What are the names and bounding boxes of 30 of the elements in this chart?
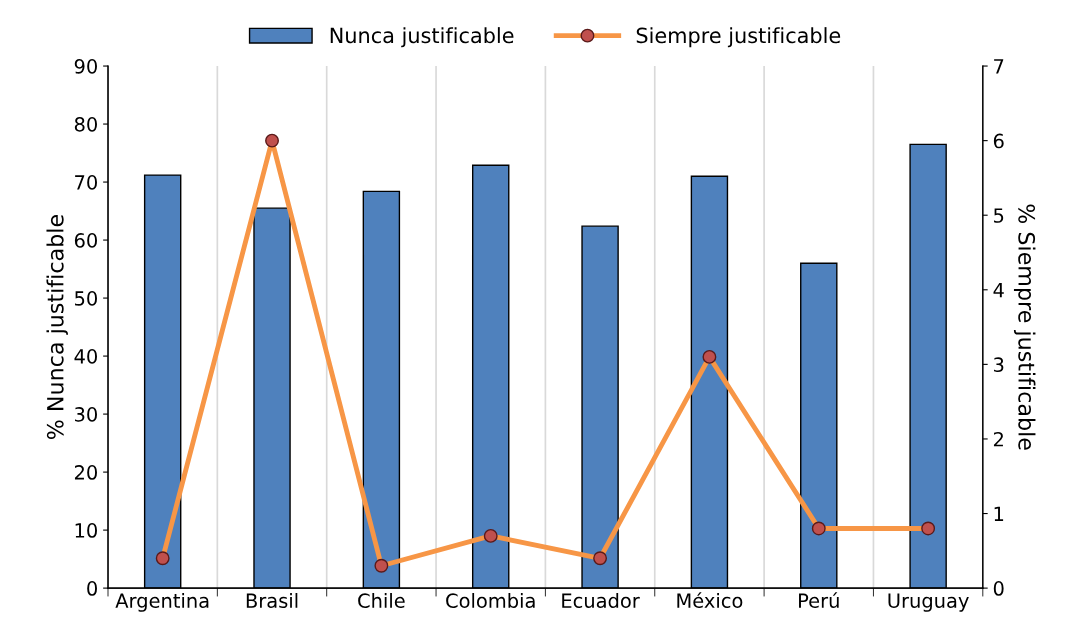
y2-tick-label: 3 bbox=[994, 357, 1004, 373]
y2-tick-label: 2 bbox=[993, 431, 1003, 447]
x-tick-label: Chile bbox=[358, 592, 405, 609]
y2-tick-label: 6 bbox=[993, 133, 1004, 149]
y-tick-label: 50 bbox=[75, 291, 97, 306]
y-tick-label: 70 bbox=[75, 175, 97, 190]
x-tick-label: Ecuador bbox=[562, 592, 640, 609]
y2-axis-title: % Siempre justificable bbox=[1013, 204, 1036, 450]
x-tick-label: Colombia bbox=[446, 592, 535, 609]
y-tick-label: 20 bbox=[74, 465, 97, 480]
y-axis-title: % Nunca justificable bbox=[46, 215, 68, 440]
y-tick-label: 40 bbox=[74, 349, 97, 364]
y-tick-label: 60 bbox=[74, 233, 97, 248]
y2-tick-label: 7 bbox=[994, 59, 1004, 74]
x-tick-label: Brasil bbox=[246, 592, 298, 609]
legend-label: Nunca justificable bbox=[330, 27, 514, 48]
y2-tick-label: 1 bbox=[994, 506, 1004, 521]
x-tick-label: México bbox=[677, 592, 743, 609]
x-tick-label: Argentina bbox=[115, 592, 209, 612]
x-tick-label: Perú bbox=[799, 592, 839, 609]
y2-tick-label: 0 bbox=[993, 581, 1004, 596]
y-tick-label: 80 bbox=[74, 117, 97, 132]
y-tick-label: 30 bbox=[75, 407, 97, 422]
y-tick-label: 0 bbox=[87, 581, 97, 596]
x-tick-label: Uruguay bbox=[888, 593, 969, 612]
y2-tick-label: 5 bbox=[994, 208, 1004, 223]
legend-label: Siempre justificable bbox=[636, 27, 841, 48]
y-tick-label: 90 bbox=[74, 59, 97, 74]
y-tick-label: 10 bbox=[75, 523, 97, 538]
y2-tick-label: 4 bbox=[993, 283, 1004, 298]
